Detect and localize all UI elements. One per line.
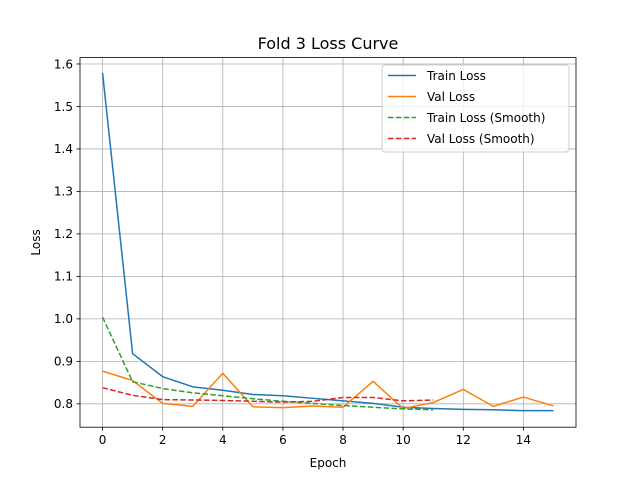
plot-area-frame [79,57,577,428]
legend-label-val-loss-smooth: Val Loss (Smooth) [427,132,535,146]
series-line-train-loss [101,72,554,412]
axis-ticks: 0 2 4 6 8 10 12 14 0.8 0.9 1.0 1.1 1.2 1.3 1.4 1.5 1.6 [54,57,531,447]
x-tick-label: 10 [396,433,411,447]
x-tick-label: 2 [159,433,167,447]
x-tick-label: 0 [99,433,107,447]
x-tick-label: 12 [456,433,471,447]
legend-label-val-loss: Val Loss [427,90,475,104]
x-tick-label: 8 [339,433,347,447]
y-tick-label: 1.2 [54,227,73,241]
y-tick-label: 1.1 [54,270,73,284]
y-axis-label: Loss [29,229,43,255]
chart-title: Fold 3 Loss Curve [258,34,399,53]
y-tick-label: 1.0 [54,312,73,326]
y-tick-label: 1.6 [54,57,73,71]
series-lines [101,72,554,412]
legend: Train Loss Val Loss Train Loss (Smooth) Val… [381,64,570,153]
y-tick-label: 0.8 [54,397,73,411]
legend-label-train-loss-smooth: Train Loss (Smooth) [426,111,545,125]
x-tick-label: 14 [516,433,531,447]
y-tick-label: 1.5 [54,100,73,114]
x-axis-label: Epoch [310,456,347,470]
x-tick-label: 4 [219,433,227,447]
y-tick-label: 0.9 [54,355,73,369]
y-tick-label: 1.3 [54,185,73,199]
series-line-val-loss-smooth [102,386,434,403]
x-tick-label: 6 [279,433,287,447]
series-line-train-loss-smooth [101,316,434,411]
series-line-val-loss [102,370,554,410]
legend-box [381,64,570,153]
legend-label-train-loss: Train Loss [426,69,486,83]
y-tick-label: 1.4 [54,142,73,156]
